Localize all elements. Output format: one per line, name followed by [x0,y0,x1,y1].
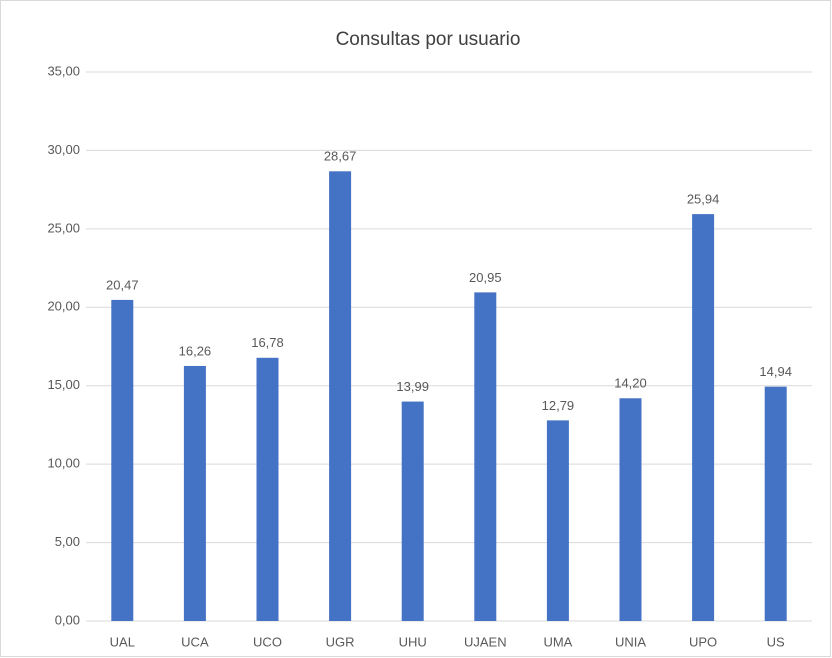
chart-title: Consultas por usuario [336,29,521,50]
bar [619,398,642,621]
bar [474,292,497,621]
x-tick-label: UGR [326,634,355,649]
x-tick-label: UJAEN [464,634,507,649]
y-tick-label: 15,00 [47,377,80,392]
data-label: 14,20 [614,376,647,391]
bar [256,357,279,621]
data-label: 12,79 [542,398,575,413]
y-tick-label: 5,00 [55,534,80,549]
data-label: 16,26 [179,343,212,358]
y-tick-label: 35,00 [47,63,80,78]
y-tick-label: 10,00 [47,456,80,471]
data-label: 20,95 [469,270,502,285]
data-label: 20,47 [106,277,139,292]
bar [692,214,715,622]
y-tick-label: 25,00 [47,220,80,235]
bar [546,420,569,621]
y-tick-label: 20,00 [47,299,80,314]
bar [183,365,206,621]
data-label: 13,99 [396,379,429,394]
x-tick-label: US [767,634,785,649]
data-label: 16,78 [251,335,284,350]
x-tick-label: UMA [543,634,572,649]
x-tick-label: UNIA [615,634,646,649]
bar [111,299,134,621]
bar [401,401,424,621]
x-tick-label: UPO [689,634,717,649]
bar [329,171,352,621]
y-tick-label: 0,00 [55,612,80,627]
data-label: 14,94 [759,364,792,379]
y-tick-label: 30,00 [47,142,80,157]
x-tick-label: UAL [110,634,135,649]
x-tick-label: UHU [399,634,427,649]
data-label: 25,94 [687,192,720,207]
bar [764,386,787,621]
x-tick-label: UCO [253,634,282,649]
x-tick-label: UCA [181,634,209,649]
data-label: 28,67 [324,149,357,164]
